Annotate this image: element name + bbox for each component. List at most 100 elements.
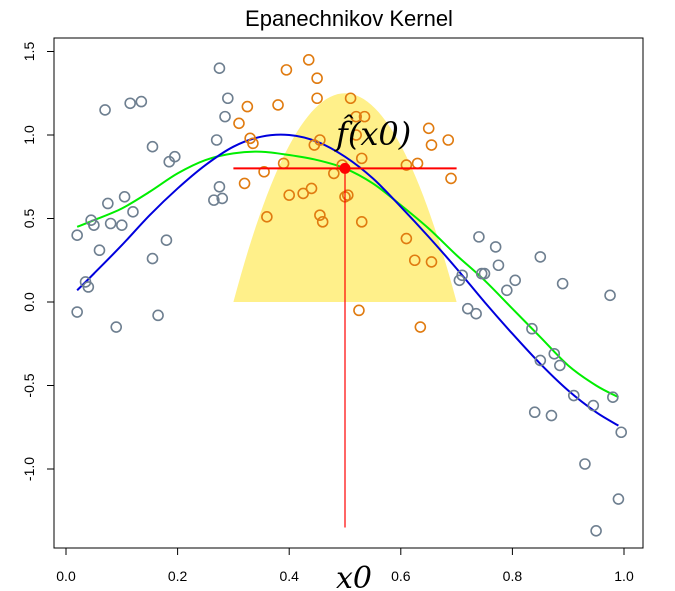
- data-point: [350, 129, 362, 141]
- data-point: [492, 259, 505, 272]
- x-tick-label: 0.4: [279, 568, 299, 584]
- data-point: [545, 409, 558, 422]
- data-point: [442, 134, 455, 146]
- data-point: [311, 72, 323, 85]
- data-point: [341, 189, 354, 201]
- data-point: [110, 321, 123, 333]
- data-point: [422, 122, 435, 135]
- data-point: [314, 209, 326, 221]
- data-point: [548, 347, 561, 360]
- data-point: [526, 322, 538, 335]
- data-point: [124, 97, 136, 110]
- y-axis: -1.0 -0.5 0.0 0.5 1.0 1.5: [21, 42, 55, 481]
- data-point: [118, 190, 131, 203]
- x-tick-label: 0.2: [168, 568, 188, 584]
- data-point: [297, 187, 309, 200]
- data-point: [283, 189, 296, 201]
- data-point: [272, 99, 284, 111]
- data-point: [71, 306, 83, 318]
- data-point: [604, 289, 616, 302]
- x-tick-label: 0.8: [503, 568, 523, 584]
- data-point: [146, 140, 159, 153]
- data-point: [160, 234, 173, 247]
- data-point: [408, 254, 421, 267]
- data-point: [400, 232, 413, 245]
- data-point: [146, 252, 159, 265]
- data-point: [489, 241, 502, 253]
- data-point: [414, 321, 427, 333]
- data-point: [135, 95, 148, 108]
- data-point: [461, 302, 474, 315]
- data-point: [127, 206, 139, 218]
- data-point: [528, 406, 541, 419]
- data-point: [99, 104, 111, 116]
- data-point: [607, 391, 619, 403]
- data-point: [612, 493, 625, 505]
- data-point: [425, 256, 438, 268]
- data-point: [314, 134, 326, 146]
- data-point: [358, 110, 371, 123]
- data-point: [104, 217, 117, 230]
- data-point: [305, 182, 318, 195]
- data-point: [509, 274, 521, 287]
- data-point: [82, 281, 95, 293]
- x-tick-label: 1.0: [614, 568, 634, 584]
- x-tick-label: 0.6: [391, 568, 411, 584]
- y-tick-label: 1.5: [21, 42, 37, 62]
- y-tick-label: -0.5: [21, 373, 37, 397]
- series-line-blue: [76, 133, 619, 427]
- data-point: [238, 177, 251, 190]
- estimate-point: [339, 162, 351, 174]
- data-point: [258, 165, 270, 178]
- data-point: [579, 458, 591, 470]
- data-point: [400, 159, 413, 171]
- data-point: [213, 180, 226, 193]
- data-point: [350, 110, 362, 123]
- x0-label: x0: [336, 561, 372, 591]
- y-tick-label: -1.0: [21, 457, 37, 481]
- chart-title: Epanechnikov Kernel: [245, 6, 453, 31]
- data-point: [152, 309, 164, 322]
- data-point: [213, 62, 226, 74]
- math-labels: f̂(x0) x0: [334, 114, 411, 591]
- data-point: [302, 54, 315, 66]
- points-layer: [71, 54, 628, 537]
- data-point: [411, 157, 424, 170]
- data-point: [567, 389, 580, 402]
- data-point: [355, 152, 368, 165]
- estimate-label: f̂(x0): [334, 114, 411, 153]
- data-point: [615, 426, 628, 439]
- data-point: [208, 194, 220, 206]
- y-tick-label: 0.0: [21, 292, 37, 312]
- data-point: [210, 134, 223, 146]
- x-tick-label: 0.0: [56, 568, 76, 584]
- data-point: [355, 216, 368, 228]
- data-point: [222, 92, 234, 105]
- data-point: [88, 219, 100, 231]
- y-tick-label: 0.5: [21, 209, 37, 229]
- y-tick-label: 1.0: [21, 125, 37, 145]
- data-point: [71, 229, 83, 241]
- data-point: [344, 92, 357, 105]
- data-point: [473, 231, 485, 243]
- data-point: [501, 284, 513, 297]
- data-point: [316, 216, 329, 228]
- data-point: [311, 92, 323, 105]
- data-point: [554, 359, 566, 372]
- data-point: [233, 117, 245, 130]
- data-point: [534, 354, 547, 367]
- data-point: [445, 172, 457, 185]
- data-point: [247, 137, 259, 150]
- x-axis: 0.0 0.2 0.4 0.6 0.8 1.0: [56, 547, 634, 584]
- data-point: [102, 197, 114, 210]
- data-point: [478, 267, 491, 280]
- data-point: [587, 399, 600, 412]
- data-point: [280, 64, 293, 76]
- data-point: [456, 269, 468, 282]
- data-point: [216, 192, 229, 205]
- data-point: [93, 244, 106, 257]
- data-point: [556, 277, 569, 290]
- estimate-layer: [233, 162, 457, 528]
- data-point: [169, 150, 181, 163]
